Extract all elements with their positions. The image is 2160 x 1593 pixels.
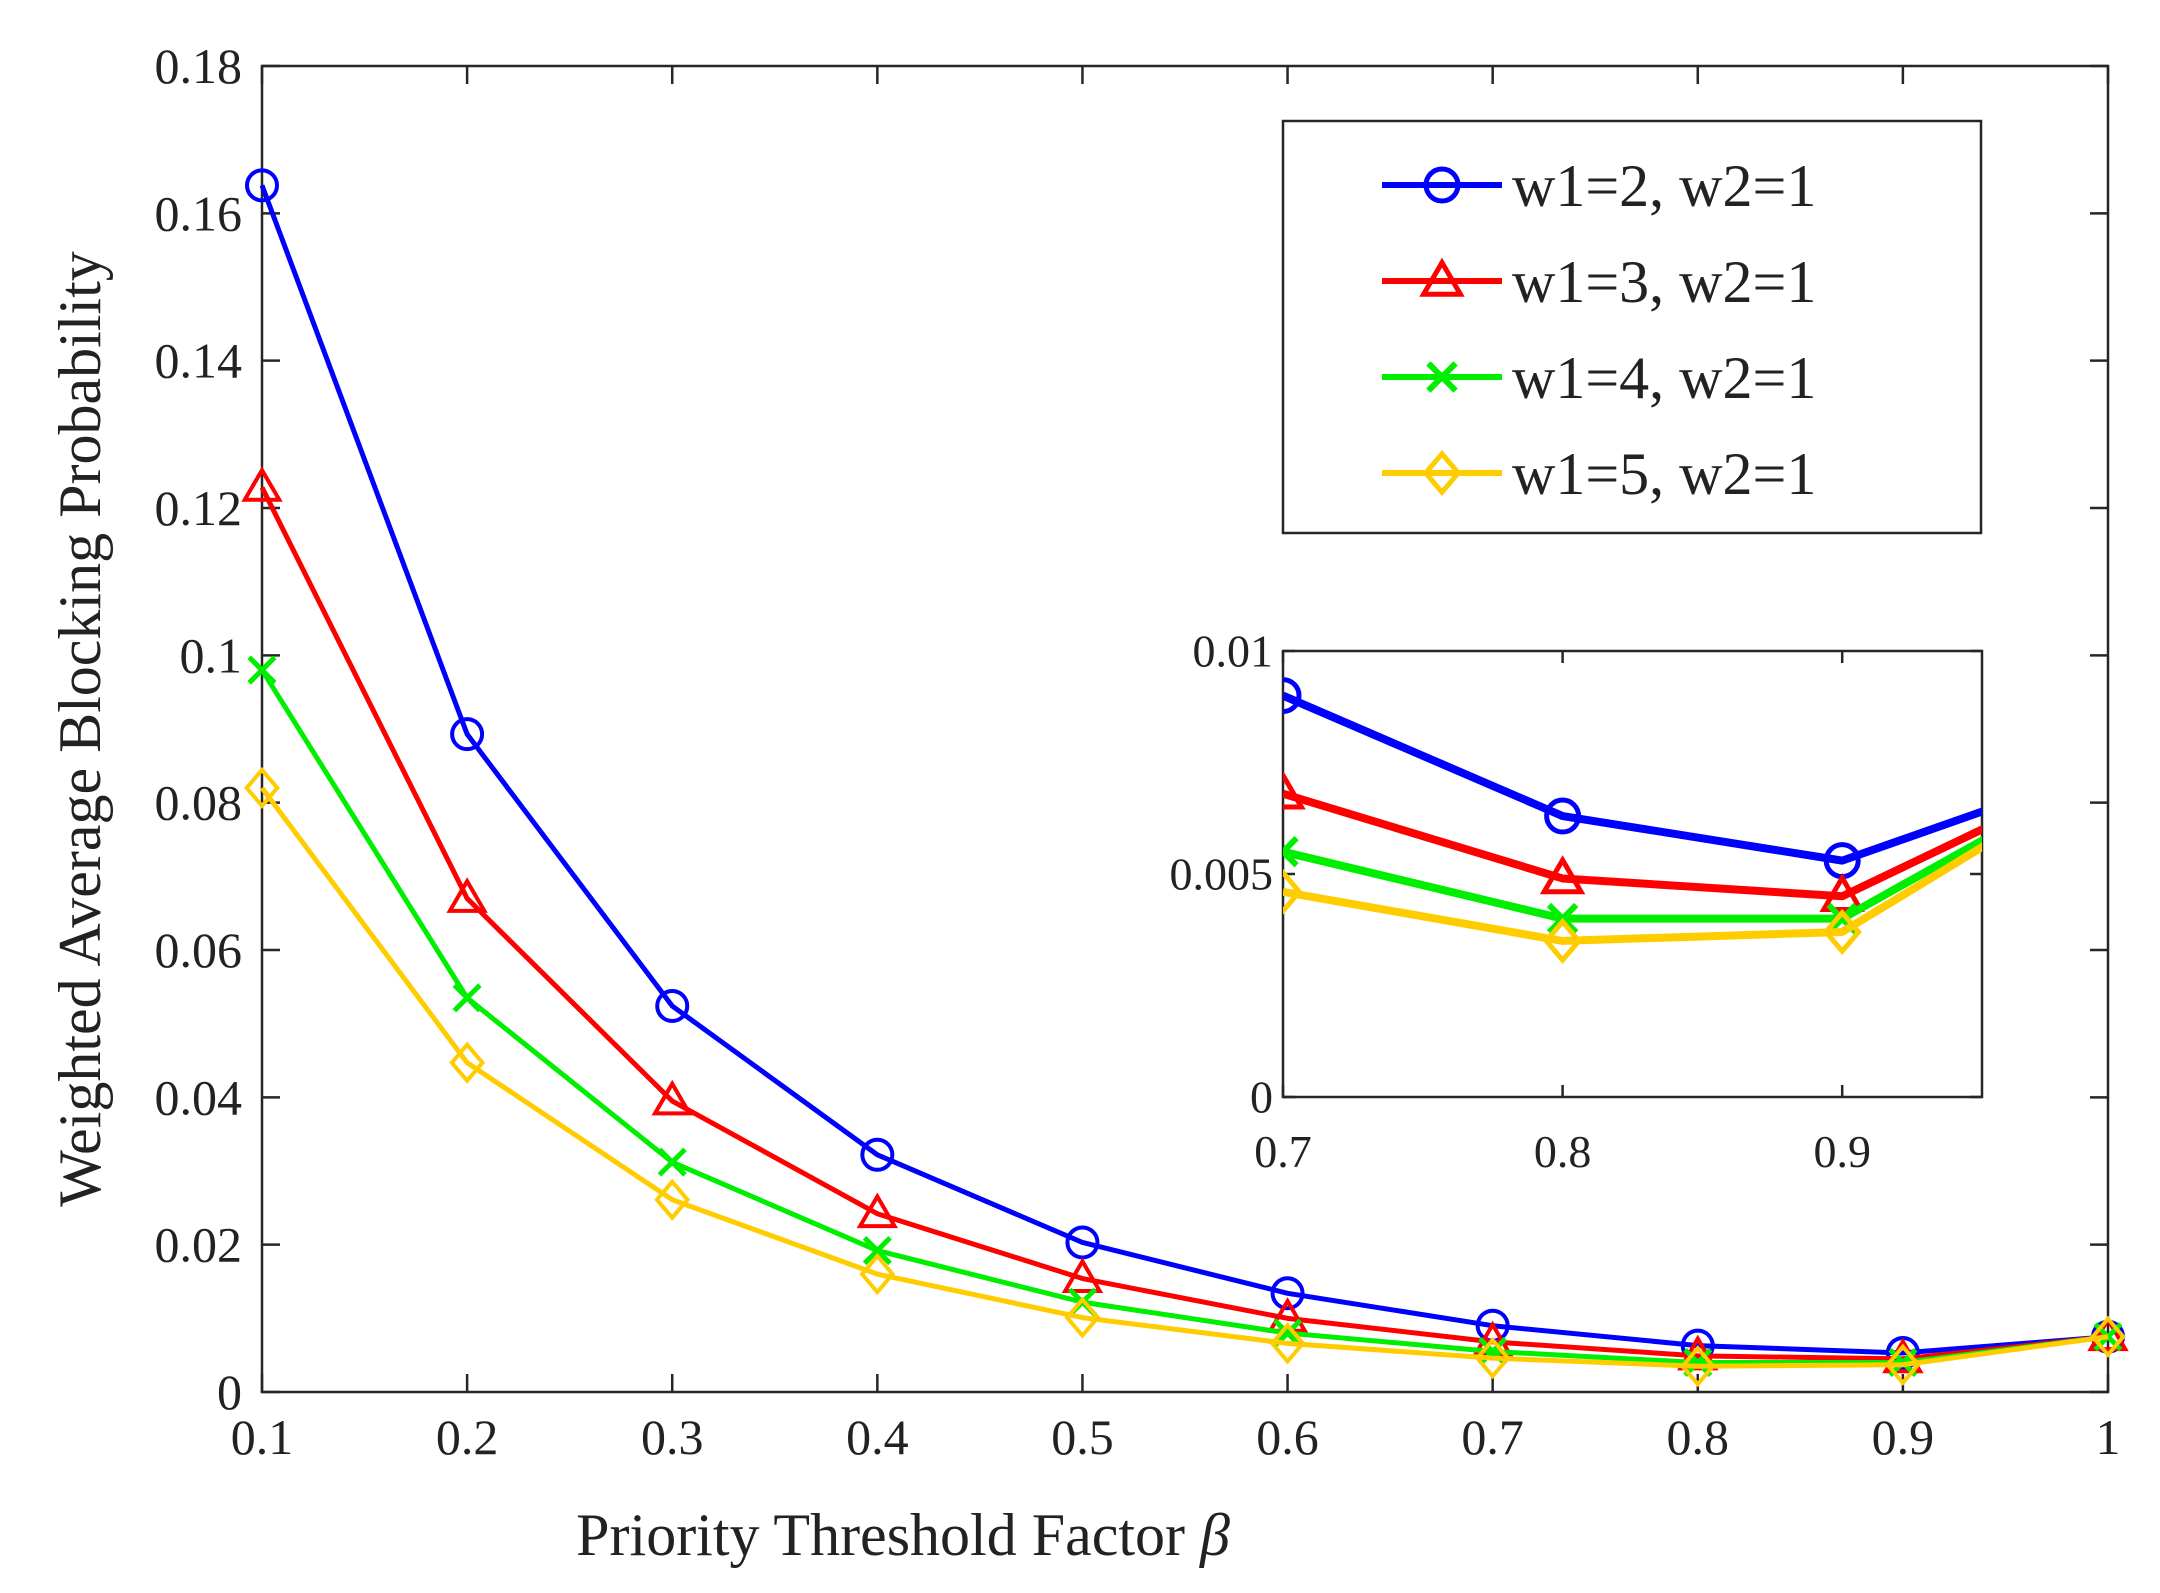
main-data-point-3 <box>657 1147 687 1177</box>
inset-plot: 0.7 0.8 0.9 0 0.005 0.01 <box>1170 626 2138 1177</box>
main-data-point-4 <box>449 1041 486 1084</box>
legend-marker-1 <box>1423 166 1461 204</box>
x-axis-symbol: β <box>1199 1502 1230 1568</box>
inset-x-tick-label: 0.7 <box>1254 1126 1312 1177</box>
main-data-point-1 <box>450 717 485 752</box>
main-data-point-4 <box>1269 1322 1306 1365</box>
main-data-point-1 <box>655 988 690 1023</box>
main-data-point-2 <box>2087 1315 2129 1352</box>
inset-plot-frame <box>1281 649 1984 1099</box>
main-x-tick-label: 0.7 <box>1461 1409 1524 1465</box>
main-data-point-3 <box>1683 1348 1713 1378</box>
main-data-point-2 <box>1061 1257 1104 1293</box>
legend-marker-2 <box>1419 257 1465 297</box>
main-axis-ticks: 0.1 0.2 0.3 0.4 0.5 0.6 0.7 0.8 0.9 1 0 0.02 0.04 0.0… <box>155 38 2121 1465</box>
legend-label-2: w1=3, w2=1 <box>1512 249 1816 315</box>
main-x-tick-label: 0.5 <box>1051 1409 1114 1465</box>
inset-data-point-4 <box>1822 908 1862 956</box>
inset-y-tick-label: 0.005 <box>1170 849 1274 900</box>
main-series-line-4 <box>259 786 2109 1369</box>
main-series-line-2 <box>259 486 2109 1362</box>
inset-series-line-2 <box>1283 789 1982 901</box>
main-data-point-3 <box>452 983 482 1013</box>
main-data-point-4 <box>1064 1296 1101 1339</box>
main-data-point-4 <box>244 766 280 810</box>
main-y-tick-label: 0.1 <box>180 627 243 683</box>
main-data-point-4 <box>2090 1315 2126 1358</box>
main-y-tick-label: 0.12 <box>155 480 243 536</box>
inset-data-point-1 <box>1283 677 1302 715</box>
main-data-point-1 <box>245 168 279 203</box>
legend-label-3: w1=4, w2=1 <box>1512 345 1816 411</box>
inset-data-point-2 <box>1539 855 1586 895</box>
main-x-tick-label: 0.4 <box>846 1409 909 1465</box>
inset-axis-ticks: 0.7 0.8 0.9 0 0.005 0.01 <box>1170 626 1982 1177</box>
main-y-tick-label: 0.02 <box>155 1217 243 1273</box>
main-series-line-3 <box>259 668 2109 1366</box>
inset-data-point-4 <box>1283 868 1303 915</box>
inset-series-line-1 <box>1283 691 1982 865</box>
main-x-tick-label: 0.3 <box>641 1409 704 1465</box>
main-y-tick-label: 0.06 <box>155 922 243 978</box>
legend-marker-4 <box>1422 449 1462 497</box>
inset-data-point-2 <box>1283 770 1306 810</box>
main-data-point-1 <box>860 1137 895 1172</box>
main-data-point-2 <box>856 1192 899 1229</box>
main-x-tick-label: 0.2 <box>436 1409 499 1465</box>
main-data-point-1 <box>1270 1276 1305 1311</box>
inset-data-point-3 <box>1283 835 1299 868</box>
legend-box <box>1281 119 1983 535</box>
main-data-point-2 <box>651 1079 693 1116</box>
inset-data-point-1 <box>2106 747 2138 779</box>
legend-label-1: w1=2, w2=1 <box>1512 153 1816 219</box>
main-data-point-4 <box>859 1253 896 1296</box>
main-y-tick-label: 0 <box>217 1364 242 1420</box>
main-data-point-3 <box>862 1236 892 1266</box>
inset-x-tick-label: 0.9 <box>1813 1126 1871 1177</box>
main-data-point-3 <box>247 655 277 685</box>
main-data-point-4 <box>1884 1343 1921 1386</box>
legend-label-4: w1=5, w2=1 <box>1512 441 1816 507</box>
main-x-tick-label: 0.8 <box>1667 1409 1730 1465</box>
main-x-tick-label: 0.9 <box>1872 1409 1935 1465</box>
main-y-tick-label: 0.04 <box>155 1069 243 1125</box>
inset-y-tick-label: 0 <box>1250 1072 1273 1123</box>
inset-series-line-3 <box>1283 835 1982 923</box>
legend-marker-3 <box>1426 361 1458 393</box>
legend-items: w1=2, w2=1 w1=3, w2=1 w1=4, w2=1 w1=5, w2=1 <box>1382 153 1816 507</box>
inset-data-point-1 <box>1544 797 1582 835</box>
main-y-tick-label: 0.14 <box>155 333 243 389</box>
main-series-line-1 <box>259 184 2109 1356</box>
inset-y-tick-label: 0.01 <box>1193 626 1274 677</box>
main-y-tick-label: 0.16 <box>155 185 243 241</box>
inset-data-point-4 <box>2105 743 2138 781</box>
main-x-tick-label: 0.1 <box>231 1409 294 1465</box>
main-series-group <box>241 168 2129 1388</box>
inset-data-point-4 <box>1542 917 1583 964</box>
inset-data-point-3 <box>2108 749 2135 776</box>
main-y-tick-label: 0.18 <box>155 38 243 94</box>
main-data-point-4 <box>1679 1345 1716 1388</box>
y-axis-title: Weighted Average Blocking Probability <box>47 251 113 1207</box>
main-x-tick-label: 0.6 <box>1256 1409 1319 1465</box>
inset-series-group <box>1283 677 2138 964</box>
inset-series-line-4 <box>1283 842 1982 945</box>
legend: w1=2, w2=1 w1=3, w2=1 w1=4, w2=1 w1=5, w2=1 <box>1281 119 1983 535</box>
main-x-tick-label: 1 <box>2096 1409 2121 1465</box>
main-data-point-4 <box>1474 1337 1511 1380</box>
inset-x-tick-label: 0.8 <box>1534 1126 1592 1177</box>
main-y-tick-label: 0.08 <box>155 775 243 831</box>
x-axis-title: Priority Threshold Factor <box>576 1502 1185 1568</box>
main-data-point-2 <box>241 466 283 502</box>
main-data-point-4 <box>654 1178 691 1221</box>
main-data-point-2 <box>446 877 488 913</box>
